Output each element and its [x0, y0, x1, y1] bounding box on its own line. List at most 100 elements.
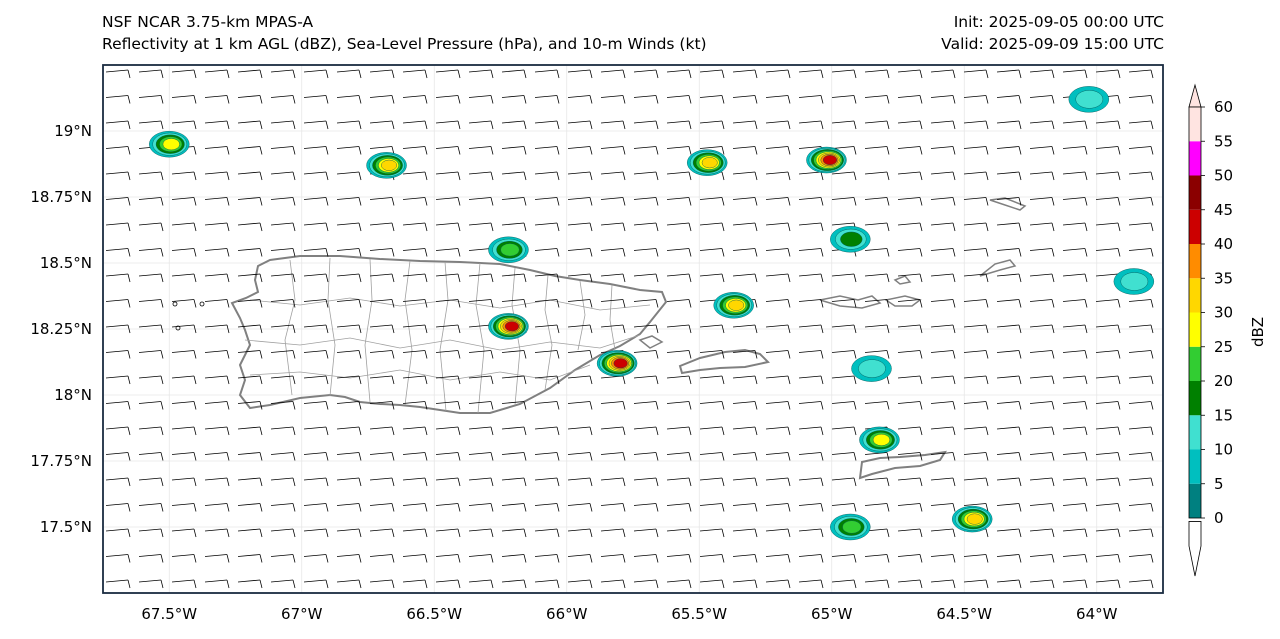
wind-barb [105, 273, 131, 283]
wind-barb [402, 528, 428, 538]
wind-barb [666, 222, 692, 232]
colorbar-segment [1189, 209, 1201, 244]
wind-barb [105, 299, 131, 308]
wind-barb [633, 248, 659, 257]
wind-barb [1095, 350, 1121, 359]
wind-barb [930, 273, 956, 283]
wind-barb [666, 69, 692, 79]
wind-barb [336, 146, 362, 155]
wind-barb [798, 528, 824, 538]
wind-barb [369, 120, 395, 130]
wind-barb [996, 554, 1022, 563]
culebra-coastline [638, 335, 664, 349]
wind-barb [567, 273, 593, 283]
wind-barb [402, 477, 428, 487]
wind-barb [171, 222, 197, 232]
wind-barb [270, 299, 296, 308]
wind-barb [468, 579, 494, 589]
wind-barb [303, 146, 329, 155]
wind-barb [171, 299, 197, 308]
wind-barb [765, 477, 791, 487]
wind-barb [534, 248, 560, 257]
lat-tick-label: 18.25°N [30, 320, 92, 338]
wind-barb [534, 554, 560, 563]
wind-barb [1095, 69, 1121, 79]
wind-barb [699, 375, 725, 385]
virgin-gorda-coastline [979, 259, 1017, 277]
wind-barb [501, 452, 527, 461]
wind-barb [699, 401, 725, 410]
wind-barb [1062, 554, 1088, 563]
wind-barb [270, 528, 296, 538]
wind-barb [1029, 503, 1055, 512]
wind-barb [897, 248, 923, 257]
wind-barb [930, 146, 956, 155]
wind-barb [303, 248, 329, 257]
wind-barb [204, 401, 230, 410]
wind-barb [336, 95, 362, 104]
colorbar-tick-label: 25 [1214, 338, 1233, 356]
wind-barb [798, 299, 824, 308]
wind-barb [105, 95, 131, 104]
wind-barb [237, 248, 263, 257]
wind-barb [336, 273, 362, 283]
wind-barb [996, 299, 1022, 308]
colorbar-label: dBZ [1249, 317, 1267, 347]
wind-barb [237, 401, 263, 410]
wind-barb [996, 222, 1022, 232]
wind-barb [897, 171, 923, 181]
wind-barb [303, 324, 329, 334]
wind-barb [204, 222, 230, 232]
colorbar-segment [1189, 483, 1201, 518]
wind-barb [1029, 197, 1055, 206]
wind-barb [501, 120, 527, 130]
wind-barb [699, 503, 725, 512]
wind-barb [567, 579, 593, 589]
wind-barb [237, 528, 263, 538]
wind-barb [1062, 503, 1088, 512]
wind-barb [699, 350, 725, 359]
wind-barb [1095, 477, 1121, 487]
wind-barb [897, 401, 923, 410]
wind-barb [765, 171, 791, 181]
wind-barb [336, 401, 362, 410]
reflectivity-cell [806, 146, 847, 174]
wind-barb [864, 401, 890, 410]
wind-barb [1062, 171, 1088, 181]
wind-barb [171, 528, 197, 538]
wind-barb [1128, 146, 1154, 155]
wind-barb [468, 477, 494, 487]
wind-barb [1029, 528, 1055, 538]
wind-barb [171, 324, 197, 334]
wind-barb [204, 477, 230, 487]
wind-barb [666, 120, 692, 130]
wind-barb [303, 528, 329, 538]
wind-barb [1128, 324, 1154, 334]
lon-tick-label: 66.5°W [406, 605, 462, 623]
municipal-border [364, 258, 373, 403]
wind-barb [930, 579, 956, 589]
wind-barb [204, 248, 230, 257]
wind-barb [402, 95, 428, 104]
wind-barb [303, 426, 329, 436]
wind-barb [897, 120, 923, 130]
wind-barb [270, 248, 296, 257]
wind-barb [303, 222, 329, 232]
wind-barb [138, 95, 164, 104]
wind-barb [600, 401, 626, 410]
wind-barb [831, 171, 857, 181]
wind-barb [732, 273, 758, 283]
wind-barb [369, 503, 395, 512]
wind-barb [237, 452, 263, 461]
wind-barb [369, 350, 395, 359]
wind-barb [600, 426, 626, 436]
colorbar-segment [1189, 278, 1201, 313]
wind-barb [435, 452, 461, 461]
wind-barb [666, 324, 692, 334]
wind-barb [435, 299, 461, 308]
wind-barb [765, 324, 791, 334]
wind-barb [996, 503, 1022, 512]
wind-barb [930, 528, 956, 538]
wind-barb [633, 554, 659, 563]
wind-barb [699, 69, 725, 79]
